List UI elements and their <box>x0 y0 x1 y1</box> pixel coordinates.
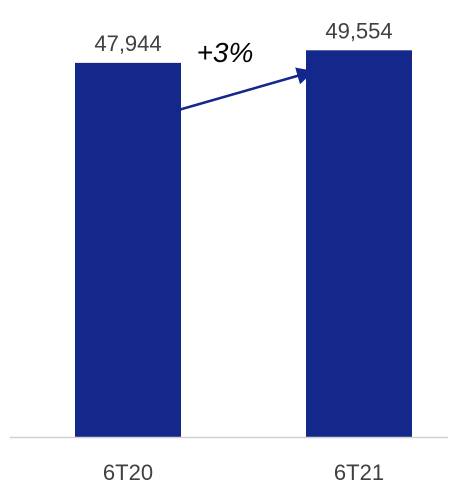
data-label-6t20: 47,944 <box>94 31 161 56</box>
bars-layer <box>75 50 412 438</box>
bar-6t20 <box>75 62 181 437</box>
bar-6t21 <box>306 50 412 438</box>
labels-layer: 47,944 6T20 49,554 6T21 <box>94 18 392 485</box>
growth-arrow-icon <box>146 67 315 121</box>
x-tick-label-6t20: 6T20 <box>103 460 153 485</box>
data-label-6t21: 49,554 <box>325 18 392 43</box>
x-tick-label-6t21: 6T21 <box>334 460 384 485</box>
growth-annotation: +3% <box>197 37 254 68</box>
